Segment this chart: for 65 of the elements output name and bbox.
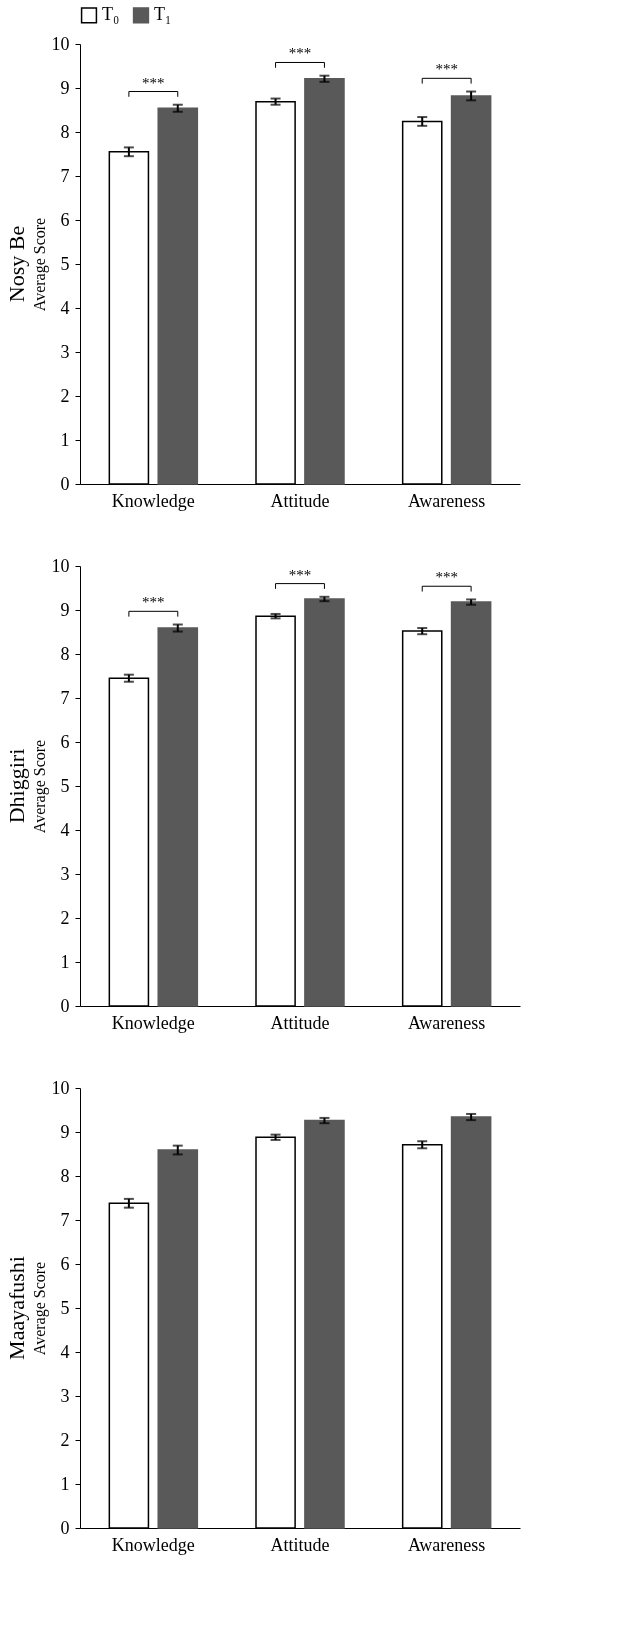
x-tick-label: Attitude <box>270 1012 330 1033</box>
annotation: *** <box>288 566 312 583</box>
y-tick-label: 9 <box>60 1121 70 1142</box>
bar <box>450 601 492 1007</box>
bar <box>157 627 199 1007</box>
y-tick-label: 4 <box>60 819 70 840</box>
y-tick-label: 10 <box>51 1077 70 1098</box>
y-tick-label: 10 <box>51 555 70 576</box>
x-tick-label: Awareness <box>408 1534 486 1555</box>
y-tick-label: 1 <box>60 1473 70 1494</box>
y-tick-label: 1 <box>60 429 70 450</box>
y-tick-label: 5 <box>60 1297 70 1318</box>
text: Maayafushi <box>4 1256 29 1360</box>
y-tick-label: 8 <box>60 1165 70 1186</box>
annotation: *** <box>435 569 458 586</box>
y-tick-label: 6 <box>60 1253 70 1274</box>
y-tick-label: 0 <box>60 1517 70 1538</box>
y-tick-label: 9 <box>60 599 70 620</box>
bar <box>157 1149 199 1529</box>
y-tick-label: 8 <box>60 643 70 664</box>
annotation: *** <box>142 74 165 91</box>
y-tick-label: 4 <box>60 297 70 318</box>
y-tick-label: 6 <box>60 731 70 752</box>
y-tick-label: 3 <box>60 863 70 884</box>
bar <box>157 107 199 485</box>
y-tick-label: 5 <box>60 775 70 796</box>
x-tick-label: Awareness <box>408 1012 486 1033</box>
legend-label: T₀ <box>102 4 120 25</box>
y-tick-label: 3 <box>60 341 70 362</box>
y-tick-label: 0 <box>60 473 70 494</box>
annotation: *** <box>288 45 312 62</box>
annotation: *** <box>435 61 458 78</box>
bar <box>304 1119 345 1529</box>
y-tick-label: 2 <box>60 1429 70 1450</box>
y-tick-label: 9 <box>60 77 70 98</box>
y-tick-label: 7 <box>60 687 70 708</box>
y-tick-label: 3 <box>60 1385 70 1406</box>
x-tick-label: Awareness <box>408 490 486 511</box>
bar <box>450 95 492 485</box>
y-axis-title: Average Score <box>30 1261 49 1356</box>
y-tick-label: 2 <box>60 907 70 928</box>
y-tick-label: 0 <box>60 995 70 1016</box>
y-tick-label: 5 <box>60 253 70 274</box>
y-tick-label: 7 <box>60 165 70 186</box>
y-tick-label: 10 <box>51 33 70 54</box>
bar <box>304 598 345 1007</box>
y-tick-label: 8 <box>60 121 70 142</box>
x-tick-label: Attitude <box>270 490 330 511</box>
text: Nosy Be <box>4 225 29 303</box>
annotation: *** <box>142 594 165 611</box>
x-tick-label: Knowledge <box>111 490 195 511</box>
y-tick-label: 6 <box>60 209 70 230</box>
y-axis-title: Average Score <box>30 739 49 834</box>
bar <box>450 1116 492 1529</box>
x-tick-label: Attitude <box>270 1534 330 1555</box>
y-tick-label: 1 <box>60 951 70 972</box>
legend-label: T₁ <box>154 4 172 25</box>
y-tick-label: 4 <box>60 1341 70 1362</box>
y-tick-label: 2 <box>60 385 70 406</box>
bar <box>304 78 345 485</box>
y-tick-label: 7 <box>60 1209 70 1230</box>
text: Dhiggiri <box>4 748 29 824</box>
x-tick-label: Knowledge <box>111 1534 195 1555</box>
x-tick-label: Knowledge <box>111 1012 195 1033</box>
y-axis-title: Average Score <box>30 217 49 312</box>
